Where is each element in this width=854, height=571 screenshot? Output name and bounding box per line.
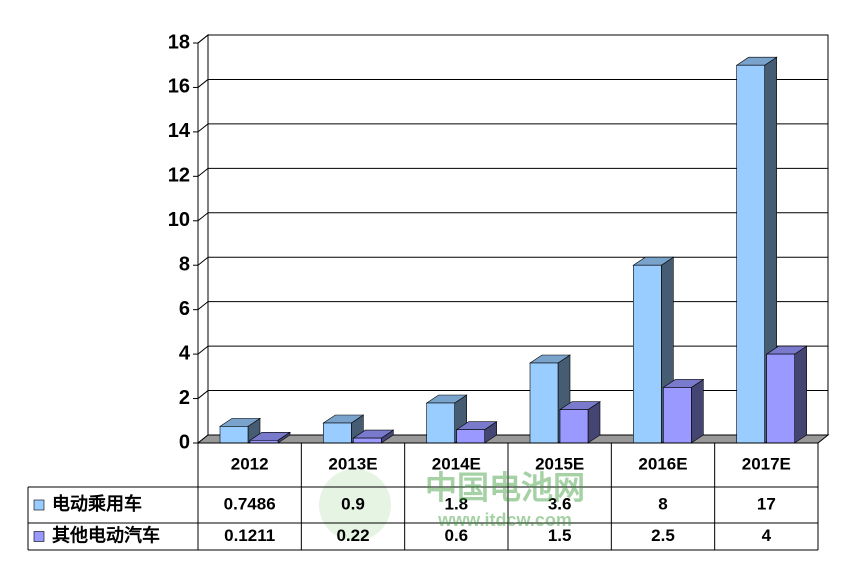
bar [663,387,692,444]
grid-line [197,301,209,311]
y-tick-label: 10 [168,209,190,231]
table-value: 0.7486 [224,494,276,513]
watermark: 中国电池网 [425,469,585,505]
bar [559,409,589,444]
x-tick-label: 2015E [535,454,584,473]
table-value: 1.5 [548,526,572,545]
bar [219,426,249,444]
x-tick-label: 2016E [638,454,687,473]
grid-line [197,123,209,133]
y-tick-label: 14 [168,120,191,142]
x-tick-label: 2014E [432,454,481,473]
table-value: 0.1211 [224,526,275,545]
legend-label: 其他电动汽车 [52,524,160,545]
grid-line [197,34,209,44]
table-value: 0.6 [445,526,469,545]
y-tick-label: 2 [179,387,190,409]
grid-line [197,167,209,177]
y-tick-label: 0 [179,431,190,453]
x-tick-label: 2017E [742,454,791,473]
y-tick-label: 16 [168,76,190,98]
table-value: 4 [762,526,772,545]
grid-line [197,345,209,355]
legend-label: 电动乘用车 [52,493,142,514]
y-tick-label: 8 [179,254,190,276]
bar [426,402,455,444]
y-tick-label: 6 [179,298,190,320]
y-tick-label: 18 [168,31,190,53]
table-value: 17 [757,494,776,513]
side-wall [197,33,209,445]
x-tick-label: 2012 [231,454,269,473]
table-value: 2.5 [651,526,675,545]
table-value: 0.22 [336,526,369,545]
legend-key [33,499,45,511]
table-value: 8 [658,494,667,513]
legend-key [33,531,45,542]
bar-side [794,345,807,444]
bar [633,264,662,444]
floor [196,434,830,444]
back-wall [207,34,829,436]
watermark: www.itdcw.com [437,510,572,530]
table-value: 0.9 [341,494,365,513]
grid-line [197,390,209,399]
table-value: 1.8 [445,494,469,513]
bar [353,437,382,444]
y-tick-label: 12 [168,165,190,187]
bar [736,64,765,444]
bar [529,362,559,444]
grid-line [197,79,209,88]
x-tick-label: 2013E [328,454,377,473]
grid-line [197,256,209,266]
bar-side [691,378,704,444]
bar [323,422,352,444]
table-value: 3.6 [548,494,572,513]
y-tick-label: 4 [179,342,191,364]
grid-line [197,212,209,222]
bar [766,353,795,444]
bar [456,429,485,444]
